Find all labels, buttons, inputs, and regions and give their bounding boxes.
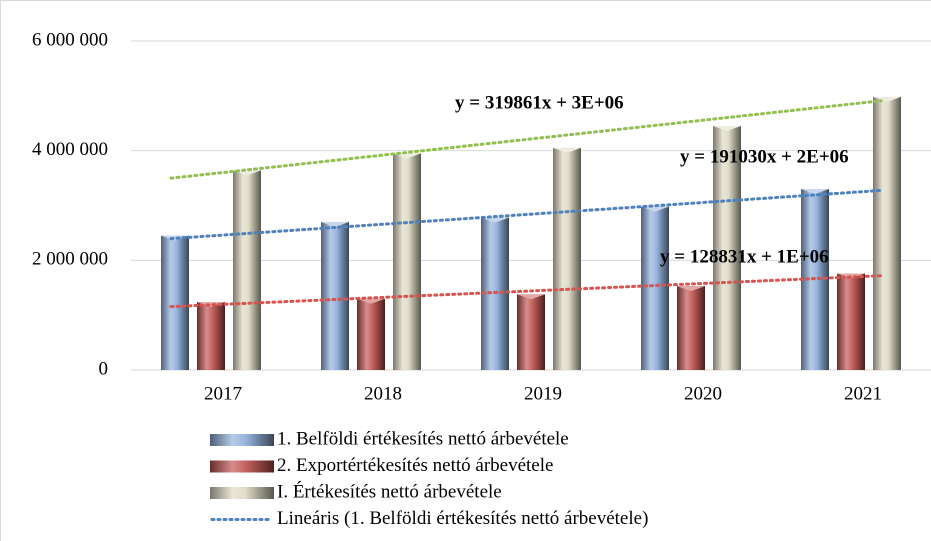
trendline-equation: y = 128831x + 1E+06: [660, 246, 829, 267]
legend-swatch: [210, 434, 274, 446]
y-tick-label: 4 000 000: [32, 139, 108, 160]
bar-cap: [641, 206, 669, 212]
trendline-equation: y = 319861x + 3E+06: [455, 92, 624, 113]
bar: [357, 298, 385, 370]
x-tick-label: 2018: [364, 383, 402, 404]
legend-label: 2. Exportértékesítés nettó árbevétele: [277, 455, 553, 476]
bar: [393, 153, 421, 370]
bar-cap: [713, 125, 741, 131]
bar-cap: [321, 221, 349, 227]
bar-cap: [517, 294, 545, 300]
x-tick-label: 2020: [684, 383, 722, 404]
legend-label: I. Értékesítés nettó árbevétele: [277, 480, 502, 502]
bar-cap: [233, 170, 261, 176]
bar: [873, 96, 901, 371]
bar: [197, 302, 225, 370]
legend-label: Lineáris (1. Belföldi értékesítés nettó …: [277, 508, 648, 529]
bar: [553, 147, 581, 370]
x-tick-label: 2021: [844, 383, 882, 404]
bar-cap: [553, 147, 581, 153]
bar: [713, 125, 741, 370]
trendline: [169, 99, 883, 180]
y-tick-label: 0: [99, 358, 109, 379]
trendline-equation: y = 191030x + 2E+06: [680, 146, 849, 167]
legend-label: 1. Belföldi értékesítés nettó árbevétele: [277, 428, 569, 449]
trendline: [169, 274, 883, 309]
legend-swatch: [210, 460, 274, 473]
y-tick-label: 6 000 000: [32, 29, 108, 50]
bar: [321, 221, 349, 370]
bar: [517, 294, 545, 370]
bar: [837, 273, 865, 370]
y-tick-label: 2 000 000: [32, 249, 108, 270]
bar-cap: [357, 298, 385, 304]
bar: [677, 286, 705, 370]
legend-swatch: [210, 487, 274, 499]
bar-cap: [677, 286, 705, 292]
bar: [641, 206, 669, 370]
x-tick-label: 2019: [524, 383, 562, 404]
bar-cap: [873, 96, 901, 102]
trendline: [169, 188, 883, 241]
bar-cap: [197, 302, 225, 308]
bar: [161, 235, 189, 370]
bar: [233, 170, 261, 370]
bar-cap: [481, 217, 509, 223]
bar-cap: [801, 189, 829, 195]
x-tick-label: 2017: [204, 383, 242, 404]
